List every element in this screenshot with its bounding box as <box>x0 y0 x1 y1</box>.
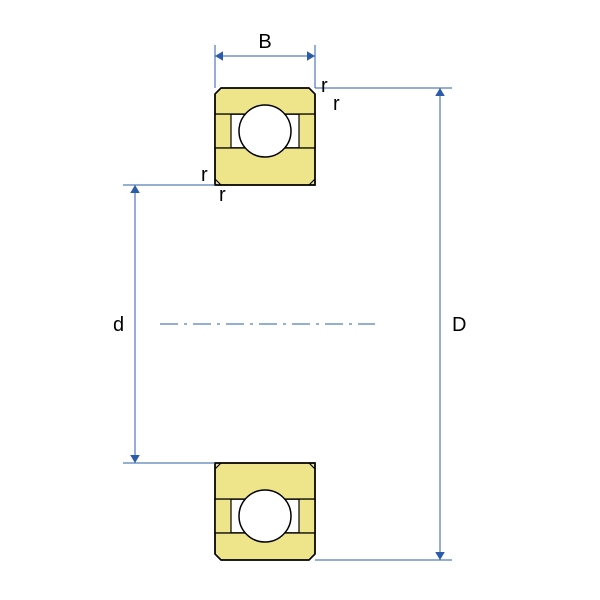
label-r-outer-top-2: r <box>333 93 340 115</box>
label-bore-dia: d <box>113 314 124 336</box>
bearing-diagram: BDdrrrr <box>0 0 600 600</box>
label-r-inner-top-2: r <box>219 184 226 206</box>
label-r-outer-top: r <box>321 75 328 97</box>
label-outer-dia: D <box>452 314 466 336</box>
label-r-inner-top: r <box>201 164 208 186</box>
label-width: B <box>258 31 271 53</box>
